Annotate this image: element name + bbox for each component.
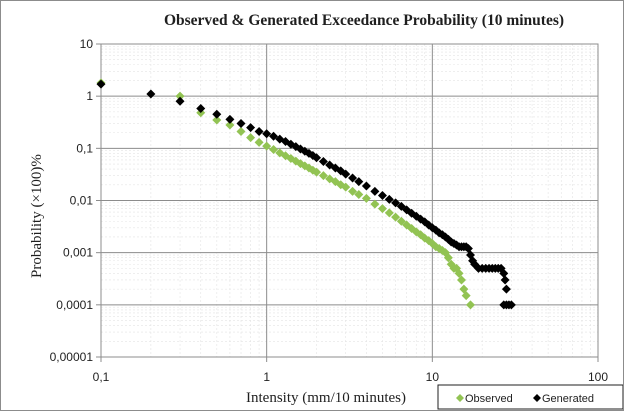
y-tick-label: 1 [86,89,93,103]
generated-point [312,153,322,163]
x-tick-label: 0,1 [93,370,110,384]
observed-point [262,141,272,151]
legend-observed-marker [456,394,464,402]
observed-point [175,91,185,101]
chart-title: Observed & Generated Exceedance Probabil… [164,12,564,29]
generated-point [146,89,156,99]
y-axis-title: Probability (×100)% [29,154,45,278]
observed-point [370,199,380,209]
generated-point [175,96,185,106]
generated-point [254,127,264,137]
observed-point [341,182,351,192]
observed-point [225,120,235,130]
plot-border [100,43,599,358]
y-tick-label: 0,1 [76,141,93,155]
observed-point [384,208,394,218]
observed-point [236,127,246,137]
y-tick-label: 10 [80,37,94,51]
observed-point [457,275,467,285]
generated-point [384,194,394,204]
generated-point [370,186,380,196]
x-tick-labels: 0,1 1 10 100 [93,370,609,384]
series-generated [96,79,516,310]
generated-point [377,190,387,200]
observed-point [318,171,328,181]
generated-point [500,275,510,285]
legend-generated-label: Generated [542,393,594,405]
series-observed [96,78,476,310]
generated-point [96,79,106,89]
observed-point [377,204,387,214]
observed-point [269,144,279,154]
observed-point [246,133,256,143]
y-tick-label: 0,001 [63,246,93,260]
x-axis-title: Intensity (mm/10 minutes) [246,390,406,406]
y-tick-labels: 0,00001 0,0001 0,001 0,01 0,1 1 10 [50,37,94,364]
y-tick-label: 0,01 [70,194,94,208]
generated-point [262,129,272,139]
generated-point [501,284,511,294]
generated-point [212,109,222,119]
generated-point [354,177,364,187]
generated-point [499,268,509,278]
generated-point [348,173,358,183]
y-tick-label: 0,0001 [56,298,93,312]
generated-point [318,156,328,166]
generated-point [196,104,206,114]
legend-box [437,384,623,410]
observed-point [461,291,471,301]
generated-point [269,131,279,141]
observed-point [361,193,371,203]
x-tick-label: 1 [263,370,270,384]
observed-point [443,253,453,263]
observed-point [396,216,406,226]
generated-point [506,300,516,310]
generated-point [236,118,246,128]
legend: Observed Generated [437,384,623,410]
observed-point [254,137,264,147]
observed-point [212,115,222,125]
observed-point [391,212,401,222]
generated-point [225,114,235,124]
generated-point [391,198,401,208]
x-tick-label: 100 [588,370,608,384]
generated-point [246,123,256,133]
generated-point [434,228,444,238]
generated-point [361,181,371,191]
legend-generated-marker [533,394,541,402]
generated-point [341,169,351,179]
observed-point [466,300,476,310]
observed-point [354,190,364,200]
legend-observed-label: Observed [465,393,513,405]
x-tick-label: 10 [426,370,440,384]
observed-point [348,186,358,196]
observed-point [312,167,322,177]
y-tick-label: 0,00001 [50,350,94,364]
